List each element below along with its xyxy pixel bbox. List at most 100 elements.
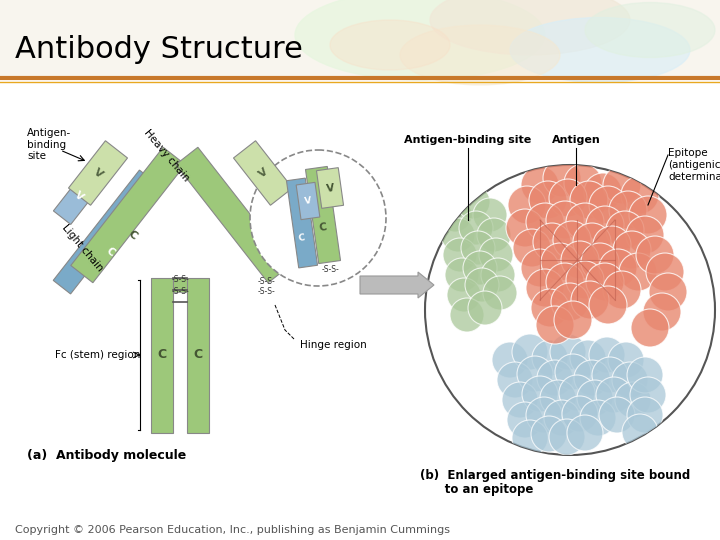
Circle shape <box>619 253 657 291</box>
Text: V: V <box>325 183 335 193</box>
Text: (a)  Antibody molecule: (a) Antibody molecule <box>27 449 186 462</box>
Circle shape <box>550 334 586 370</box>
Text: C: C <box>318 221 328 233</box>
Circle shape <box>512 420 548 456</box>
Polygon shape <box>296 183 320 220</box>
Circle shape <box>559 375 595 411</box>
Circle shape <box>577 380 613 416</box>
Circle shape <box>606 211 644 249</box>
Circle shape <box>544 400 580 436</box>
Circle shape <box>526 397 562 433</box>
Circle shape <box>574 360 610 396</box>
Polygon shape <box>71 147 185 283</box>
Circle shape <box>571 281 609 319</box>
Circle shape <box>589 337 625 373</box>
Polygon shape <box>151 278 209 292</box>
Circle shape <box>584 173 622 211</box>
Circle shape <box>627 397 663 433</box>
Circle shape <box>551 283 589 321</box>
Circle shape <box>531 289 569 327</box>
Circle shape <box>447 278 481 312</box>
Circle shape <box>629 196 667 234</box>
Circle shape <box>567 415 603 451</box>
Circle shape <box>250 150 386 286</box>
Circle shape <box>543 159 581 197</box>
Circle shape <box>546 201 584 239</box>
Text: Light chain: Light chain <box>60 222 104 273</box>
Circle shape <box>599 397 635 433</box>
Circle shape <box>586 263 624 301</box>
Text: C: C <box>194 348 202 361</box>
Circle shape <box>553 221 591 259</box>
Polygon shape <box>68 141 127 205</box>
Circle shape <box>517 356 553 392</box>
Bar <box>0 0 720 78</box>
Circle shape <box>521 249 559 287</box>
Circle shape <box>596 377 632 413</box>
Circle shape <box>531 416 567 452</box>
Text: Hinge region: Hinge region <box>300 340 366 350</box>
Text: C: C <box>104 246 116 258</box>
Text: Antigen-binding site: Antigen-binding site <box>405 135 531 145</box>
Ellipse shape <box>430 0 630 55</box>
Text: -S-S-: -S-S- <box>171 287 189 296</box>
Polygon shape <box>151 278 173 433</box>
Circle shape <box>589 186 627 224</box>
Ellipse shape <box>295 0 545 80</box>
Circle shape <box>573 223 611 261</box>
Circle shape <box>589 286 627 324</box>
Circle shape <box>631 309 669 347</box>
Circle shape <box>621 176 659 214</box>
Text: -S-S-: -S-S- <box>171 275 189 285</box>
Circle shape <box>646 253 684 291</box>
Circle shape <box>554 301 592 339</box>
Circle shape <box>603 166 641 204</box>
Circle shape <box>613 231 651 269</box>
Circle shape <box>555 354 591 390</box>
Circle shape <box>592 357 628 393</box>
Circle shape <box>521 166 559 204</box>
Circle shape <box>465 268 499 302</box>
Ellipse shape <box>330 20 450 70</box>
Circle shape <box>649 273 687 311</box>
Polygon shape <box>176 147 290 283</box>
Polygon shape <box>233 141 292 205</box>
Circle shape <box>570 181 608 219</box>
Circle shape <box>537 360 573 396</box>
Circle shape <box>626 216 664 254</box>
Circle shape <box>643 293 681 331</box>
Text: V: V <box>256 166 269 180</box>
Text: Fc (stem) region: Fc (stem) region <box>55 350 140 360</box>
Circle shape <box>549 419 585 455</box>
Circle shape <box>564 164 602 202</box>
Circle shape <box>532 340 568 376</box>
Text: Copyright © 2006 Pearson Education, Inc., publishing as Benjamin Cummings: Copyright © 2006 Pearson Education, Inc.… <box>15 525 450 535</box>
Circle shape <box>526 203 564 241</box>
Circle shape <box>536 306 574 344</box>
Circle shape <box>593 226 631 264</box>
Circle shape <box>438 198 472 232</box>
Circle shape <box>609 191 647 229</box>
Circle shape <box>570 340 606 376</box>
Circle shape <box>546 263 584 301</box>
Text: Antibody Structure: Antibody Structure <box>15 36 303 64</box>
Circle shape <box>603 271 641 309</box>
Circle shape <box>622 414 658 450</box>
Circle shape <box>566 203 604 241</box>
Circle shape <box>627 357 663 393</box>
Circle shape <box>636 236 674 274</box>
Circle shape <box>502 382 538 418</box>
Text: Antigen-
binding
site: Antigen- binding site <box>27 128 71 161</box>
Circle shape <box>630 377 666 413</box>
Circle shape <box>612 362 648 398</box>
Circle shape <box>533 223 571 261</box>
Polygon shape <box>317 167 343 208</box>
Circle shape <box>481 258 515 292</box>
Circle shape <box>529 181 567 219</box>
Circle shape <box>522 376 558 412</box>
Circle shape <box>549 179 587 217</box>
Circle shape <box>473 198 507 232</box>
Text: C: C <box>297 233 305 243</box>
Text: to an epitope: to an epitope <box>420 483 534 496</box>
Circle shape <box>508 186 546 224</box>
